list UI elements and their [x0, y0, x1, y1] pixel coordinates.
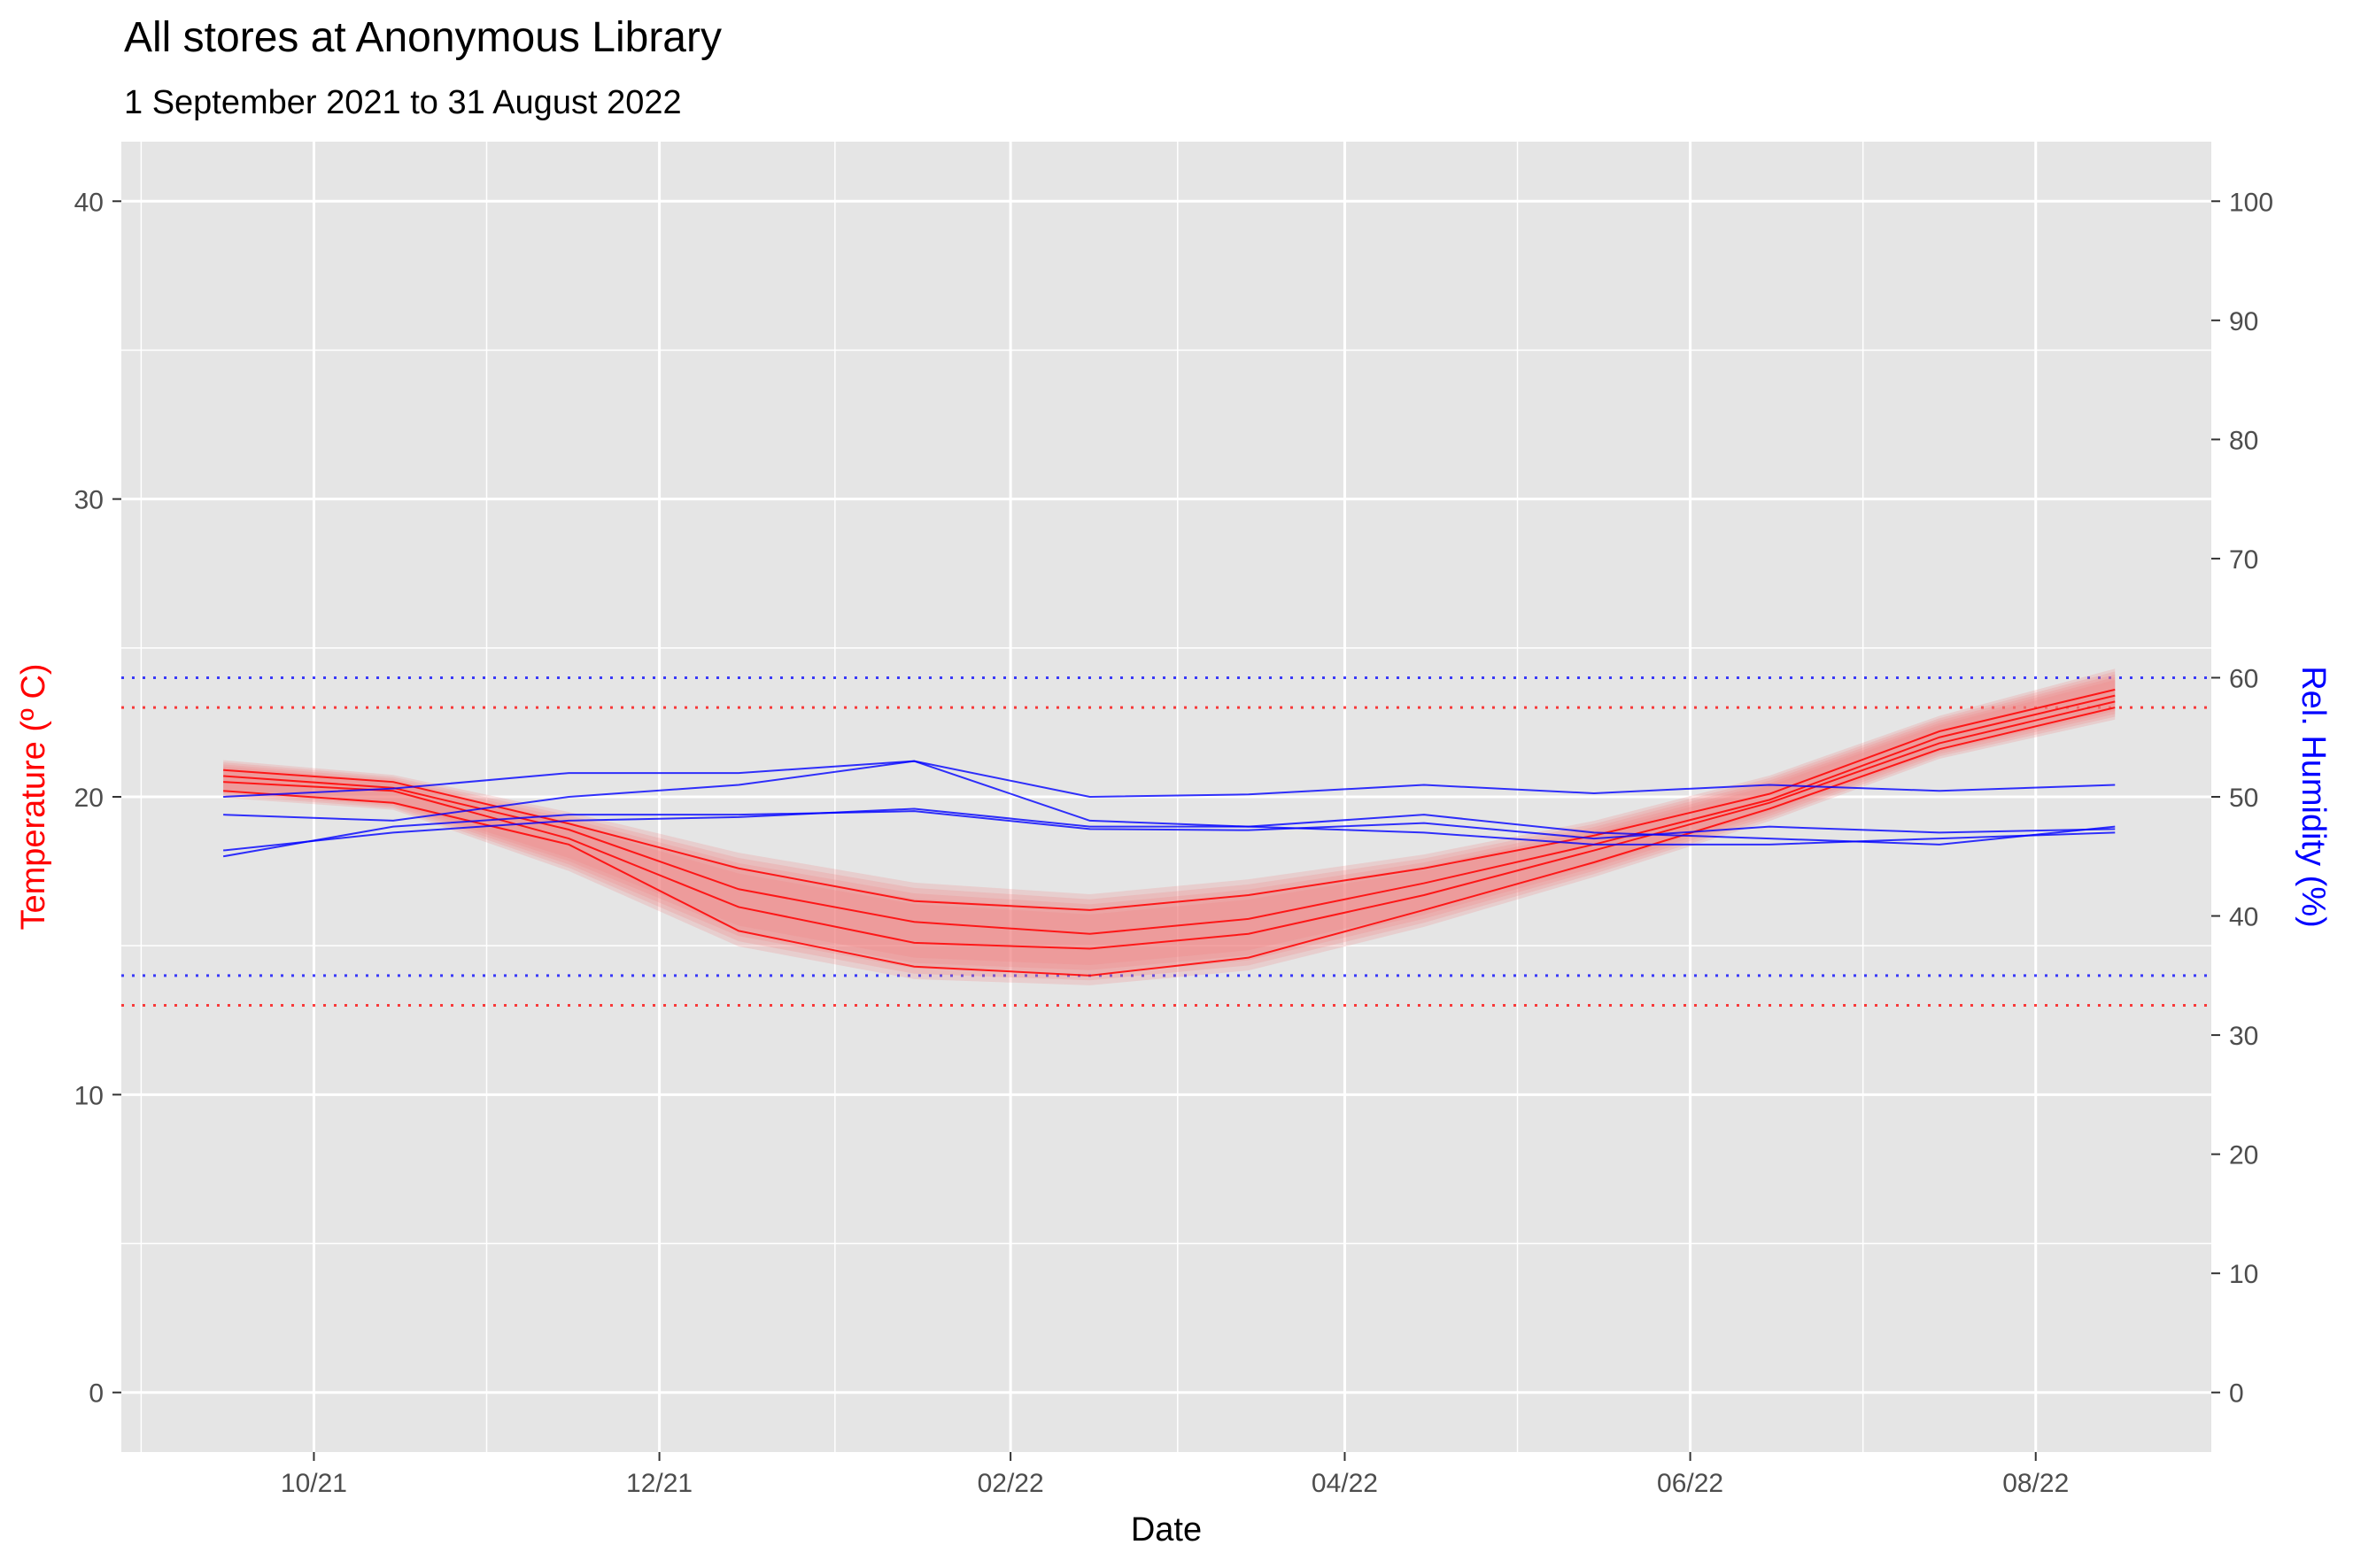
temperature-band-layer — [223, 679, 2116, 966]
x-axis-label: Date — [1131, 1511, 1202, 1549]
temperature-band-layer — [223, 671, 2116, 981]
y-axis-left-tick-label: 20 — [74, 784, 104, 813]
chart-subtitle: 1 September 2021 to 31 August 2022 — [124, 84, 682, 121]
y-axis-right-tick-label: 70 — [2229, 545, 2258, 575]
chart-title: All stores at Anonymous Library — [124, 14, 722, 61]
y-axis-right-tick-label: 10 — [2229, 1260, 2258, 1289]
y-axis-left-tick-label: 0 — [89, 1379, 104, 1409]
y-axis-right-tick-label: 50 — [2229, 784, 2258, 813]
y-axis-left-tick-label: 30 — [74, 486, 104, 515]
temperature-band-layer — [223, 668, 2116, 985]
y-axis-left-tick-label: 10 — [74, 1081, 104, 1110]
humidity-series-line — [223, 760, 2116, 799]
y-axis-left-tick-label: 40 — [74, 188, 104, 217]
y-axis-right-tick-label: 100 — [2229, 188, 2273, 217]
x-axis-tick-label: 12/21 — [626, 1469, 693, 1498]
temperature-series-line — [223, 707, 2116, 977]
y-axis-left: 0 10 20 30 40 — [74, 188, 121, 1409]
x-axis-tick-label: 02/22 — [978, 1469, 1044, 1498]
temperature-series-line — [223, 700, 2116, 950]
y-axis-right-tick-label: 90 — [2229, 307, 2258, 336]
y-axis-right-tick-label: 20 — [2229, 1141, 2258, 1170]
y-axis-right: 0 10 20 30 40 50 60 70 80 90 100 — [2211, 188, 2273, 1409]
y-axis-right-tick-label: 80 — [2229, 426, 2258, 455]
x-axis-tick-label: 06/22 — [1657, 1469, 1723, 1498]
temperature-band-layer — [223, 674, 2116, 976]
x-axis-tick-label: 08/22 — [2002, 1469, 2069, 1498]
humidity-lines — [222, 760, 2116, 858]
y-axis-right-tick-label: 30 — [2229, 1022, 2258, 1051]
y-axis-left-label: Temperature (º C) — [15, 663, 52, 930]
y-axis-right-tick-label: 0 — [2229, 1379, 2244, 1409]
y-axis-right-tick-label: 60 — [2229, 664, 2258, 693]
humidity-series-line — [223, 760, 2116, 846]
y-axis-right-label: Rel. Humidity (%) — [2295, 666, 2332, 928]
humidity-series-line — [222, 810, 2116, 858]
x-axis-tick-label: 10/21 — [281, 1469, 347, 1498]
temperature-band — [223, 668, 2116, 985]
temperature-band-layer — [223, 676, 2116, 970]
humidity-series-line — [223, 807, 2116, 852]
x-axis: 10/21 12/21 02/22 04/22 06/22 08/22 — [281, 1452, 2069, 1498]
y-axis-right-tick-label: 40 — [2229, 903, 2258, 932]
x-axis-tick-label: 04/22 — [1312, 1469, 1378, 1498]
